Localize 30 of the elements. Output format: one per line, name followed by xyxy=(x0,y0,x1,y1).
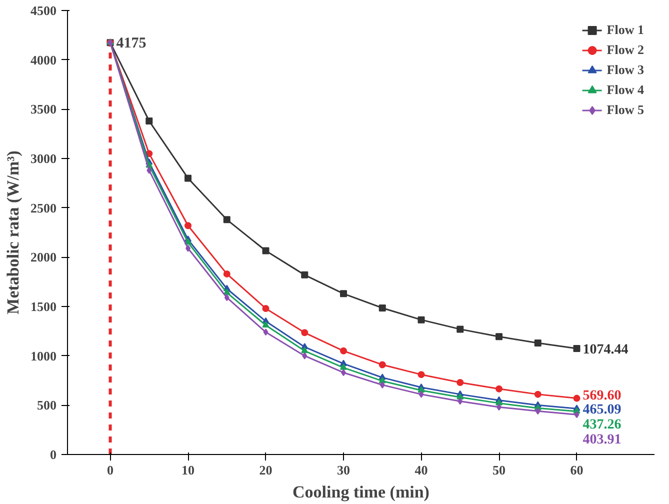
data-label: 1074.44 xyxy=(582,342,628,358)
legend-label: Flow 2 xyxy=(606,42,644,58)
y-tick-label: 1000 xyxy=(30,348,56,364)
y-tick-label: 1500 xyxy=(30,299,56,314)
legend-label: Flow 3 xyxy=(606,62,644,78)
data-label: 465.09 xyxy=(582,402,622,418)
y-tick-label: 4000 xyxy=(30,52,56,68)
y-tick-label: 2000 xyxy=(30,250,56,265)
annotation: 4175 xyxy=(116,36,146,52)
y-tick-label: 4500 xyxy=(30,3,56,18)
y-tick-label: 500 xyxy=(37,398,56,413)
data-label: 403.91 xyxy=(582,432,622,448)
x-tick-label: 10 xyxy=(182,462,195,478)
x-tick-label: 0 xyxy=(107,462,114,478)
data-label: 569.60 xyxy=(582,388,622,404)
x-tick-label: 60 xyxy=(570,462,584,478)
x-tick-label: 50 xyxy=(492,462,506,478)
y-tick-label: 0 xyxy=(50,447,56,462)
x-tick-label: 20 xyxy=(259,462,272,478)
data-label: 437.26 xyxy=(582,417,622,432)
y-axis-title: Metabolic rata (W/m³) xyxy=(4,150,22,314)
y-tick-label: 3500 xyxy=(30,102,56,117)
legend-label: Flow 1 xyxy=(606,22,644,38)
x-tick-label: 30 xyxy=(337,462,350,478)
y-tick-label: 2500 xyxy=(30,200,56,216)
x-tick-label: 40 xyxy=(414,462,428,478)
legend-label: Flow 5 xyxy=(606,102,644,118)
legend-label: Flow 4 xyxy=(606,82,644,98)
y-tick-label: 3000 xyxy=(30,151,56,166)
x-axis-title: Cooling time (min) xyxy=(292,482,430,502)
